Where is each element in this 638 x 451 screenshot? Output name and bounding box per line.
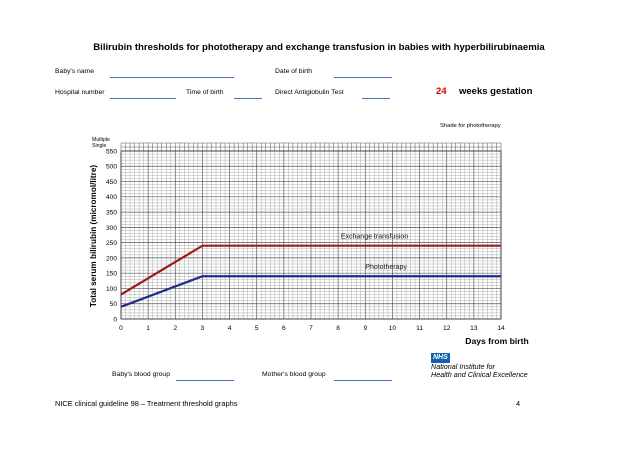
x-tick-label: 3 bbox=[201, 325, 205, 332]
nhs-logo: NHS bbox=[431, 353, 450, 363]
y-tick-label: 200 bbox=[106, 255, 117, 262]
chart-grid bbox=[120, 142, 502, 320]
babys-name-label: Baby's name bbox=[55, 68, 95, 75]
x-tick-label: 1 bbox=[146, 325, 150, 332]
footer-page-number: 4 bbox=[516, 399, 521, 408]
page-title: Bilirubin thresholds for phototherapy an… bbox=[93, 42, 545, 53]
bilirubin-chart: 0 1 2 3 4 5 6 7 8 9 10 11 12 13 1405010015020025030035… bbox=[89, 137, 529, 346]
y-tick-label: 100 bbox=[106, 286, 117, 293]
nice-logo-line2: Health and Clinical Excellence bbox=[431, 370, 528, 379]
series-line-phototherapy bbox=[120, 275, 501, 308]
x-tick-label: 6 bbox=[282, 325, 286, 332]
x-tick-label: 8 bbox=[336, 325, 340, 332]
dat-field[interactable] bbox=[362, 98, 390, 99]
dat-label: Direct Antiglobulin Test bbox=[275, 89, 344, 96]
hospital-number-field[interactable] bbox=[110, 98, 176, 99]
hospital-number-label: Hospital number bbox=[55, 89, 105, 96]
mothers-blood-group-field[interactable] bbox=[334, 380, 392, 381]
time-of-birth-label: Time of birth bbox=[186, 89, 224, 96]
gestation-label: weeks gestation bbox=[459, 86, 533, 97]
chart-series bbox=[120, 244, 501, 308]
chart-ticks: 0 1 2 3 4 5 6 7 8 9 10 11 12 13 1405010015020025030035… bbox=[106, 148, 505, 332]
shade-note: Shade for phototherapy bbox=[440, 123, 501, 129]
y-tick-label: 350 bbox=[106, 209, 117, 216]
x-tick-label: 0 bbox=[119, 325, 123, 332]
y-tick-label: 550 bbox=[106, 148, 117, 155]
x-tick-label: 4 bbox=[228, 325, 232, 332]
x-tick-label: 9 bbox=[363, 325, 367, 332]
single-label: Single bbox=[92, 143, 107, 149]
x-tick-label: 7 bbox=[309, 325, 313, 332]
multiple-label: Multiple bbox=[92, 137, 110, 143]
x-tick-label: 5 bbox=[255, 325, 259, 332]
y-tick-label: 450 bbox=[106, 179, 117, 186]
y-tick-label: 50 bbox=[110, 301, 118, 308]
x-axis-label: Days from birth bbox=[465, 336, 529, 346]
x-tick-label: 2 bbox=[173, 325, 177, 332]
plot-frame bbox=[120, 150, 502, 320]
y-tick-label: 250 bbox=[106, 240, 117, 247]
chart-axes bbox=[120, 150, 502, 320]
y-axis-label: Total serum bilirubin (micromol/litre) bbox=[89, 165, 98, 308]
babys-blood-group-label: Baby's blood group bbox=[112, 371, 170, 378]
date-of-birth-label: Date of birth bbox=[275, 68, 313, 75]
y-tick-label: 500 bbox=[106, 164, 117, 171]
y-tick-label: 400 bbox=[106, 194, 117, 201]
mothers-blood-group-label: Mother's blood group bbox=[262, 371, 326, 378]
x-tick-label: 10 bbox=[389, 325, 397, 332]
series-label-exchange-transfusion: Exchange transfusion bbox=[341, 234, 408, 241]
babys-blood-group-field[interactable] bbox=[176, 380, 234, 381]
footer-guideline: NICE clinical guideline 98 – Treatment t… bbox=[55, 399, 238, 408]
babys-name-field[interactable] bbox=[110, 77, 234, 78]
time-of-birth-field[interactable] bbox=[234, 98, 262, 99]
date-of-birth-field[interactable] bbox=[334, 77, 392, 78]
y-tick-label: 150 bbox=[106, 271, 117, 278]
series-line-exchange-transfusion bbox=[120, 244, 501, 296]
x-tick-label: 14 bbox=[497, 325, 505, 332]
x-tick-label: 13 bbox=[470, 325, 478, 332]
x-tick-label: 11 bbox=[416, 325, 423, 332]
y-tick-label: 0 bbox=[113, 316, 117, 323]
nice-logo-line1: National Institute for bbox=[431, 362, 495, 371]
y-tick-label: 300 bbox=[106, 225, 117, 232]
series-labels: Exchange transfusion Phototherapy bbox=[341, 234, 408, 272]
series-label-phototherapy: Phototherapy bbox=[365, 264, 407, 271]
gestation-weeks-value: 24 bbox=[436, 86, 447, 97]
x-tick-label: 12 bbox=[443, 325, 451, 332]
